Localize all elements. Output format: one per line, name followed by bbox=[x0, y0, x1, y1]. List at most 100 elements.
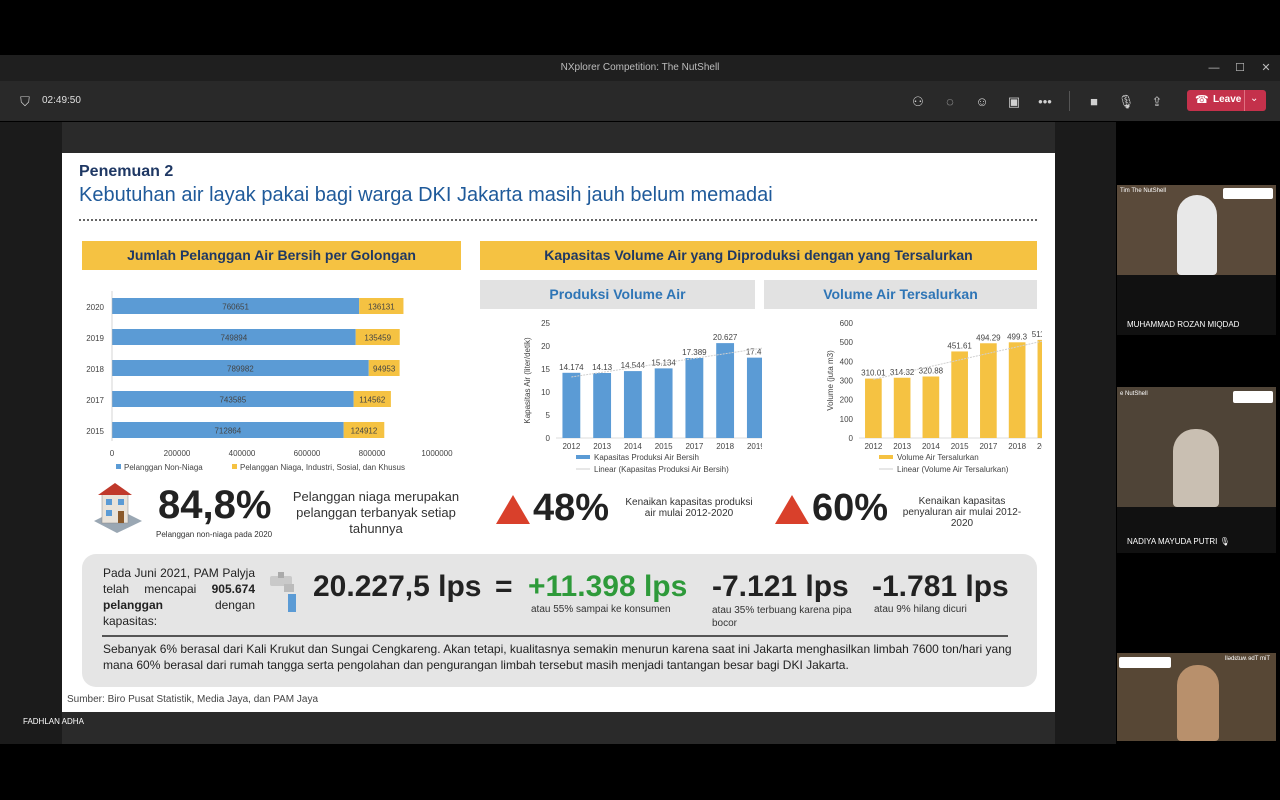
legend-swatch bbox=[232, 464, 237, 469]
stat-non-commercial-caption: Pelanggan non-niaga pada 2020 bbox=[156, 530, 273, 539]
x-tick-label: 2013 bbox=[893, 442, 911, 451]
stat-distribution-value: 60% bbox=[812, 487, 889, 529]
people-icon[interactable]: ⚇ bbox=[912, 94, 924, 109]
participant-overlay-text: e NutShell bbox=[1120, 391, 1148, 397]
x-tick-label: 400000 bbox=[229, 449, 256, 458]
bar bbox=[893, 377, 911, 438]
slide-kicker: Penemuan 2 bbox=[79, 163, 174, 180]
legend-label: Pelanggan Non-Niaga bbox=[124, 463, 203, 472]
more-options-icon[interactable]: ••• bbox=[1038, 94, 1052, 109]
participant-figure bbox=[1173, 429, 1219, 507]
y-tick-label: 20 bbox=[541, 342, 550, 351]
water-tap-icon bbox=[270, 572, 296, 612]
x-tick-label: 600000 bbox=[294, 449, 321, 458]
y-tick-label: 0 bbox=[546, 434, 551, 443]
slide-bottom-band bbox=[62, 712, 1055, 744]
bar-segment bbox=[359, 298, 404, 314]
summary-term-delivered-text: +11.398 lps bbox=[528, 570, 688, 603]
stat-non-commercial-value: 84,8% bbox=[158, 483, 272, 527]
summary-term-delivered: +11.398 lps bbox=[528, 570, 687, 604]
data-label: 14.13 bbox=[592, 363, 613, 372]
reactions-icon[interactable]: ☺ bbox=[975, 94, 989, 109]
summary-intro: Pada Juni 2021, PAM Palyja telah mencapa… bbox=[103, 565, 255, 629]
stat-production-value: 48% bbox=[533, 487, 610, 529]
phone-hangup-icon: ☎ bbox=[1195, 94, 1209, 106]
bar bbox=[980, 343, 997, 438]
toolbar-divider bbox=[1069, 91, 1070, 111]
x-tick-label: 2018 bbox=[716, 442, 734, 451]
shield-icon: ⛉ bbox=[20, 94, 30, 109]
microphone-icon[interactable]: 🎙 bbox=[1117, 94, 1135, 109]
rooms-icon[interactable]: ▣ bbox=[1007, 94, 1021, 109]
customers-stacked-bar-chart: 2020 760651 136131 2019 749894 135459 2018 7899… bbox=[86, 291, 453, 472]
legend-swatch bbox=[879, 455, 893, 459]
mic-muted-icon: 🎙 bbox=[1219, 537, 1230, 546]
data-label: 712864 bbox=[214, 427, 241, 436]
bar-segment bbox=[112, 360, 369, 376]
leave-label: Leave bbox=[1213, 94, 1242, 105]
data-label: 743585 bbox=[219, 396, 246, 405]
summary-paragraph: Sebanyak 6% berasal dari Kali Krukut dan… bbox=[103, 642, 1012, 672]
minimize-icon[interactable]: — bbox=[1208, 62, 1220, 74]
legend-swatch bbox=[116, 464, 121, 469]
slide-top-band bbox=[62, 122, 1055, 153]
y-tick-label: 15 bbox=[541, 365, 550, 374]
bar bbox=[654, 368, 673, 438]
y-tick-label: 25 bbox=[541, 319, 550, 328]
y-axis-label: Kapasitas Air (liter/detik) bbox=[523, 337, 532, 424]
maximize-icon[interactable]: ☐ bbox=[1235, 62, 1245, 74]
presenter-name: FADHLAN ADHA bbox=[23, 717, 84, 726]
window-titlebar: NXplorer Competition: The NutShell — ☐ ✕ bbox=[0, 55, 1280, 81]
summary-intro-a: Pada Juni 2021, PAM Palyja telah mencapa… bbox=[103, 566, 255, 596]
data-label: 14.174 bbox=[559, 363, 584, 372]
participant-tile[interactable]: llədɛtuʍ ɘdT miT bbox=[1117, 653, 1276, 741]
data-label: 124912 bbox=[351, 427, 378, 436]
summary-term-delivered-note: atau 55% sampai ke konsumen bbox=[531, 604, 671, 615]
share-screen-icon[interactable]: ⇪ bbox=[1151, 94, 1163, 109]
camera-icon[interactable]: ■ bbox=[1090, 94, 1098, 109]
bar bbox=[865, 378, 882, 438]
slide-source: Sumber: Biro Pusat Statistik, Media Jaya… bbox=[67, 694, 319, 705]
participant-tile[interactable]: e NutShell NADIYA MAYUDA PUTRI 🎙 bbox=[1117, 387, 1276, 553]
leave-button[interactable]: ☎ Leave ⌄ bbox=[1187, 90, 1266, 111]
x-tick-label: 2014 bbox=[624, 442, 642, 451]
bar-segment bbox=[112, 422, 344, 438]
presentation-slide: Penemuan 2 Kebutuhan air layak pakai bag… bbox=[62, 153, 1055, 712]
bar-segment bbox=[355, 329, 400, 345]
trendline bbox=[873, 340, 1042, 380]
x-tick-label: 0 bbox=[110, 449, 115, 458]
participant-overlay-text: Tim The NutShell bbox=[1120, 188, 1167, 194]
x-tick-label: 2014 bbox=[922, 442, 940, 451]
stat-non-commercial-desc: Pelanggan niaga merupakan pelanggan terb… bbox=[292, 489, 460, 536]
x-tick-label: 2019 bbox=[747, 442, 762, 451]
y-tick-label: 400 bbox=[840, 357, 854, 366]
bar-segment bbox=[112, 391, 354, 407]
data-label: 136131 bbox=[368, 303, 395, 312]
participant-tile[interactable]: Tim The NutShell MUHAMMAD ROZAN MIQDAD bbox=[1117, 185, 1276, 335]
data-label: 749894 bbox=[221, 334, 248, 343]
data-label: 310.01 bbox=[861, 369, 886, 378]
data-label: 17.389 bbox=[682, 348, 707, 357]
data-label: 451.61 bbox=[947, 341, 972, 350]
close-icon[interactable]: ✕ bbox=[1261, 62, 1271, 74]
x-tick-label: 2012 bbox=[562, 442, 580, 451]
summary-divider bbox=[102, 635, 1008, 637]
x-tick-label: 2019 bbox=[1037, 442, 1042, 451]
summary-total: 20.227,5 lps bbox=[313, 570, 482, 603]
y-tick-label: 600 bbox=[840, 319, 854, 328]
data-label: 14.544 bbox=[621, 361, 646, 370]
legend-label: Linear (Volume Air Tersalurkan) bbox=[897, 465, 1009, 474]
bar bbox=[922, 376, 940, 438]
y-tick-label: 0 bbox=[849, 434, 854, 443]
bar bbox=[1008, 342, 1026, 438]
bar bbox=[562, 372, 581, 438]
chevron-down-icon[interactable]: ⌄ bbox=[1250, 93, 1259, 104]
chat-icon[interactable]: ◌ bbox=[946, 94, 954, 109]
data-label: 760651 bbox=[222, 303, 249, 312]
stat-production-desc: Kenaikan kapasitas produksi air mulai 20… bbox=[625, 497, 753, 519]
stat-distribution-desc: Kenaikan kapasitas penyaluran air mulai … bbox=[902, 496, 1022, 529]
x-tick-label: 2018 bbox=[1008, 442, 1026, 451]
participant-overlay-text: llədɛtuʍ ɘdT miT bbox=[1225, 656, 1270, 662]
bar-segment bbox=[343, 422, 385, 438]
y-tick-label: 500 bbox=[840, 338, 854, 347]
